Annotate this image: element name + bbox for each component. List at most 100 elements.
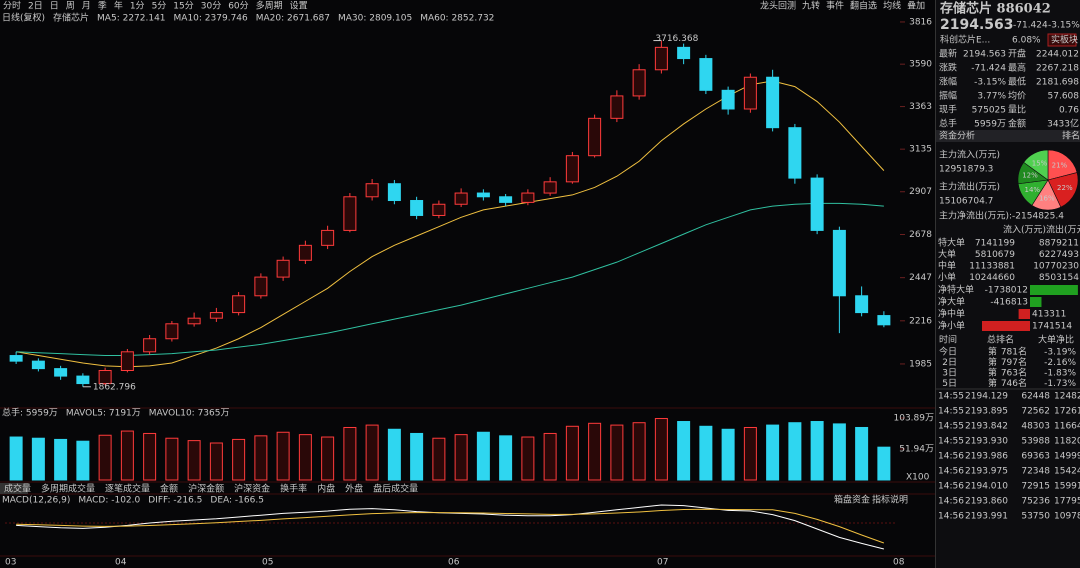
side-panel bbox=[936, 0, 1080, 568]
rank-period: 3日 bbox=[942, 368, 957, 379]
volume-bar bbox=[187, 440, 201, 481]
tool-button[interactable]: 均线 bbox=[883, 0, 901, 12]
price-axis-label: 3590 bbox=[909, 60, 932, 70]
tick-time: 14:55 bbox=[938, 392, 964, 402]
volume-bar bbox=[766, 424, 780, 481]
active-tab bbox=[0, 483, 28, 494]
tick-amount: 12482 bbox=[1054, 392, 1080, 402]
volume-bar bbox=[499, 435, 513, 481]
volume-axis-label: 103.89万 bbox=[894, 414, 935, 424]
period-tab[interactable]: 30分 bbox=[201, 1, 221, 12]
quote-label: 量比 bbox=[1008, 104, 1026, 116]
tick-time: 14:55 bbox=[938, 437, 964, 447]
quote-value: 2181.698 bbox=[1036, 78, 1079, 88]
ma-header: 存储芯片 bbox=[53, 12, 89, 24]
rank-header: 时间 bbox=[939, 334, 957, 346]
sector-button-box bbox=[1047, 33, 1077, 47]
tick-volume: 75236 bbox=[1021, 497, 1050, 507]
period-tab[interactable]: 日 bbox=[50, 1, 59, 12]
period-tab[interactable]: 2日 bbox=[28, 1, 43, 12]
outflow-value: 15106704.7 bbox=[939, 197, 993, 207]
net-bar bbox=[1018, 309, 1030, 319]
tool-button[interactable]: 叠加 bbox=[907, 1, 925, 12]
net-value: 1741514 bbox=[1032, 322, 1072, 332]
period-tab[interactable]: 15分 bbox=[173, 1, 193, 12]
period-tab[interactable]: 月 bbox=[82, 1, 91, 12]
quote-label: 开盘 bbox=[1008, 48, 1026, 60]
flow-label: 特大单 bbox=[938, 237, 965, 249]
tool-button[interactable]: 九转 bbox=[802, 0, 820, 12]
candle-body bbox=[9, 355, 23, 362]
sector-button[interactable]: 实板块 bbox=[1051, 34, 1078, 46]
pie-label: 22% bbox=[1057, 184, 1073, 192]
candle-body bbox=[877, 315, 891, 326]
indicator-tab[interactable]: 外盘 bbox=[345, 483, 363, 495]
period-tab[interactable]: 年 bbox=[114, 0, 123, 12]
net-flow: 主力净流出(万元):-2154825.4 bbox=[939, 210, 1064, 222]
pie-slice bbox=[1047, 172, 1079, 208]
macd-button[interactable]: 指标说明 bbox=[872, 494, 908, 506]
period-tab[interactable]: 5分 bbox=[152, 1, 167, 12]
tick-price: 2193.975 bbox=[965, 467, 1008, 477]
price-axis-label: 2216 bbox=[909, 316, 932, 326]
indicator-tab[interactable]: 沪深金额 bbox=[188, 483, 224, 495]
pie-label: 15% bbox=[1032, 159, 1048, 167]
period-tab[interactable]: 分时 bbox=[3, 0, 21, 12]
volume-bar bbox=[98, 434, 112, 481]
quote-value: 57.608 bbox=[1048, 92, 1080, 102]
indicator-tab[interactable]: 盘后成交量 bbox=[373, 483, 418, 495]
pie-slice bbox=[1023, 149, 1049, 181]
indicator-tab[interactable]: 成交量 bbox=[4, 483, 31, 495]
volume-bar bbox=[654, 418, 668, 481]
price-axis-label: 3135 bbox=[909, 145, 932, 155]
tool-button[interactable]: 龙头回测 bbox=[760, 0, 796, 12]
candle-body bbox=[232, 295, 246, 314]
price-axis-label: 2447 bbox=[909, 273, 932, 283]
tick-volume: 69363 bbox=[1021, 452, 1050, 462]
period-tab[interactable]: 周 bbox=[66, 1, 75, 12]
candle-body bbox=[699, 58, 713, 91]
outflow-cell: 8879211 bbox=[1039, 239, 1079, 249]
period-tab[interactable]: 60分 bbox=[228, 1, 248, 12]
rank-prefix: 第 bbox=[988, 346, 997, 358]
indicator-tab[interactable]: 沪深资金 bbox=[234, 483, 270, 495]
stock-name: 存储芯片 886042 bbox=[940, 1, 1051, 17]
tick-price: 2194.010 bbox=[965, 482, 1008, 492]
tick-amount: 11664 bbox=[1054, 422, 1080, 432]
period-tab[interactable]: 季 bbox=[98, 0, 107, 12]
period-tab[interactable]: 1分 bbox=[130, 1, 145, 12]
candle-body bbox=[454, 192, 468, 205]
section-link[interactable]: 排名 bbox=[1062, 130, 1080, 142]
candle-body bbox=[432, 203, 446, 216]
candle-body bbox=[766, 76, 780, 129]
rank-period: 5日 bbox=[942, 378, 957, 389]
quote-value: 575025 bbox=[972, 106, 1006, 116]
macd-button[interactable]: 箱盘资金 bbox=[834, 494, 870, 506]
rank-prefix: 第 bbox=[988, 356, 997, 368]
indicator-tab[interactable]: 金额 bbox=[160, 483, 178, 495]
quote-label: 最低 bbox=[1008, 76, 1026, 88]
candle-body bbox=[54, 368, 68, 377]
tick-time: 14:56 bbox=[938, 467, 964, 477]
volume-bar bbox=[810, 421, 824, 481]
volume-bar bbox=[143, 432, 157, 481]
tool-button[interactable]: 翻自选 bbox=[850, 0, 877, 12]
indicator-tab[interactable]: 内盘 bbox=[317, 483, 335, 495]
indicator-tab[interactable]: 多周期成交量 bbox=[41, 483, 95, 495]
price-change: -71.424 bbox=[1013, 21, 1048, 31]
ma-line bbox=[16, 80, 885, 368]
pie-label: 16% bbox=[1039, 195, 1055, 203]
inflow-cell: 10244660 bbox=[969, 273, 1015, 283]
candle-body bbox=[565, 155, 579, 183]
rank-header: 总排名 bbox=[987, 334, 1014, 346]
indicator-tab[interactable]: 换手率 bbox=[280, 483, 307, 495]
period-tab[interactable]: 设置 bbox=[290, 1, 308, 12]
ma-header: MA5: 2272.141 bbox=[97, 14, 165, 24]
tool-button[interactable]: 事件 bbox=[826, 0, 844, 12]
period-tab[interactable]: 多周期 bbox=[256, 0, 283, 12]
quote-value: 3433亿 bbox=[1047, 118, 1079, 130]
tick-volume: 48303 bbox=[1021, 422, 1050, 432]
rank-period: 2日 bbox=[942, 357, 957, 368]
indicator-tab[interactable]: 逐笔成交量 bbox=[105, 483, 150, 495]
